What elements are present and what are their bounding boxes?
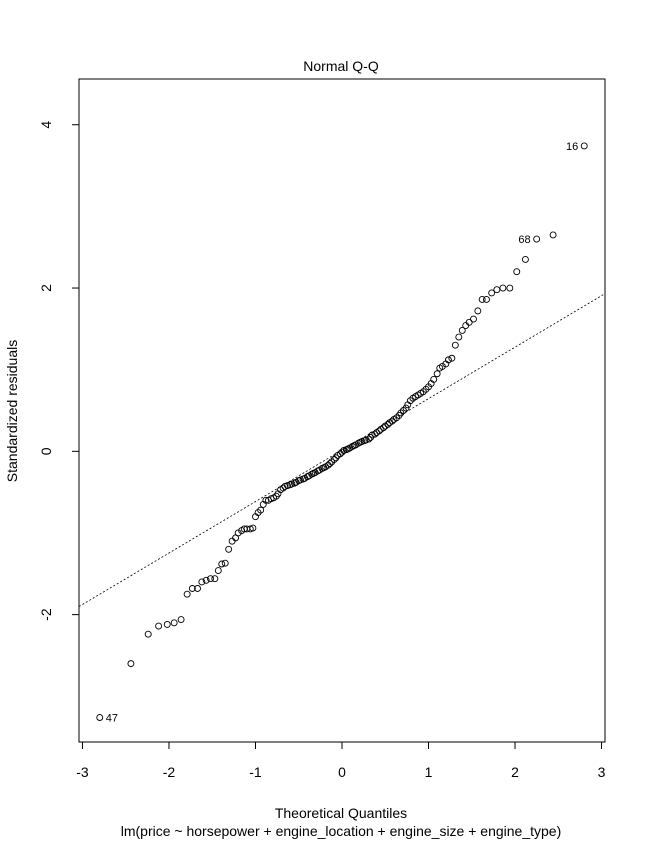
x-tick-label: 3 (598, 764, 606, 780)
data-point (155, 622, 163, 630)
data-point (499, 284, 507, 292)
x-tick-label: -2 (163, 764, 176, 780)
data-point (365, 435, 373, 443)
x-axis: -3 -2 -1 0 1 2 3 (76, 741, 606, 780)
data-point (183, 590, 191, 598)
data-point (478, 296, 486, 303)
data-point (326, 460, 334, 468)
x-axis-title: Theoretical Quantiles (275, 805, 407, 821)
chart-subtitle: lm(price ~ horsepower + engine_location … (121, 823, 562, 839)
data-point (211, 575, 219, 583)
data-point (330, 456, 338, 463)
data-point (521, 255, 529, 263)
data-point (207, 575, 214, 583)
data-point (228, 537, 236, 545)
data-point (488, 289, 496, 297)
data-point (194, 585, 201, 592)
x-tick-label: 0 (338, 764, 346, 780)
data-point (580, 142, 588, 150)
data-point (455, 333, 463, 341)
data-point (438, 362, 446, 370)
reference-line (78, 293, 606, 607)
data-point (96, 714, 104, 721)
point-label: 16 (566, 141, 578, 153)
data-point (458, 327, 466, 334)
data-point (448, 354, 456, 362)
data-point (388, 417, 396, 425)
data-point (375, 427, 383, 435)
data-point (380, 424, 387, 432)
data-point (384, 420, 392, 428)
data-points (96, 142, 588, 721)
point-label: 68 (518, 234, 530, 246)
data-point (257, 506, 265, 514)
data-point (470, 315, 477, 323)
data-point (493, 286, 501, 294)
y-axis: -2 0 2 4 (38, 121, 80, 621)
data-point (225, 545, 233, 553)
y-axis-title: Standardized residuals (4, 340, 20, 482)
y-tick-label: 2 (38, 284, 54, 292)
data-point (202, 576, 210, 584)
point-labels: 16 68 47 (106, 141, 578, 725)
data-point (214, 567, 222, 574)
data-point (433, 370, 441, 378)
data-point (170, 619, 178, 627)
data-point (474, 307, 482, 315)
data-point (198, 578, 206, 586)
data-point (188, 585, 196, 592)
data-point (462, 322, 470, 330)
data-point (221, 559, 229, 567)
data-point (549, 231, 557, 239)
data-point (533, 235, 541, 243)
y-tick-label: 4 (38, 121, 54, 129)
data-point (483, 296, 490, 303)
data-point (127, 660, 135, 668)
data-point (430, 376, 438, 383)
data-point (371, 430, 379, 438)
data-point (513, 268, 521, 276)
x-tick-label: -3 (76, 764, 89, 780)
data-point (465, 318, 473, 326)
x-tick-label: 2 (511, 764, 519, 780)
y-tick-label: 0 (38, 447, 54, 455)
data-point (444, 356, 452, 364)
plot-frame (78, 78, 606, 743)
data-point (249, 524, 257, 532)
data-point (163, 620, 171, 628)
x-tick-label: 1 (425, 764, 433, 780)
x-tick-label: -1 (249, 764, 262, 780)
y-tick-label: -2 (38, 608, 54, 621)
data-point (234, 529, 242, 537)
data-point (451, 341, 459, 349)
chart-title: Normal Q-Q (303, 58, 379, 74)
data-point (506, 284, 514, 292)
point-label: 47 (106, 713, 118, 725)
data-point (177, 616, 185, 623)
data-point (144, 630, 152, 638)
data-point (402, 404, 410, 412)
data-point (218, 560, 226, 568)
